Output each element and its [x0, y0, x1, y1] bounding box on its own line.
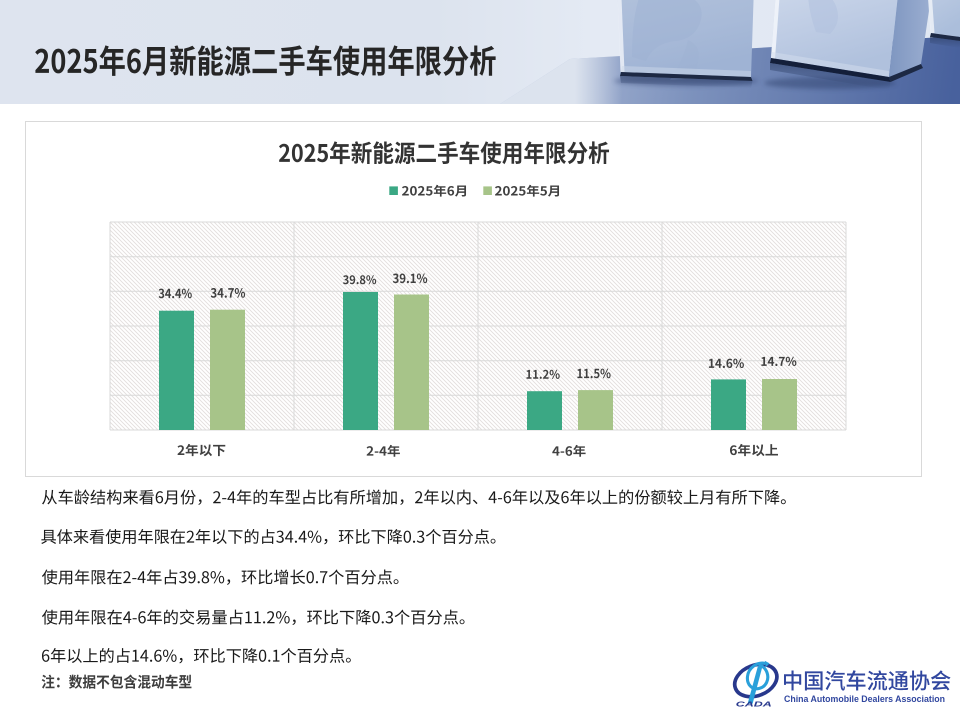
svg-text:China Automobile Dealers Assoc: China Automobile Dealers Association	[784, 694, 945, 705]
svg-text:CADA: CADA	[736, 699, 772, 708]
